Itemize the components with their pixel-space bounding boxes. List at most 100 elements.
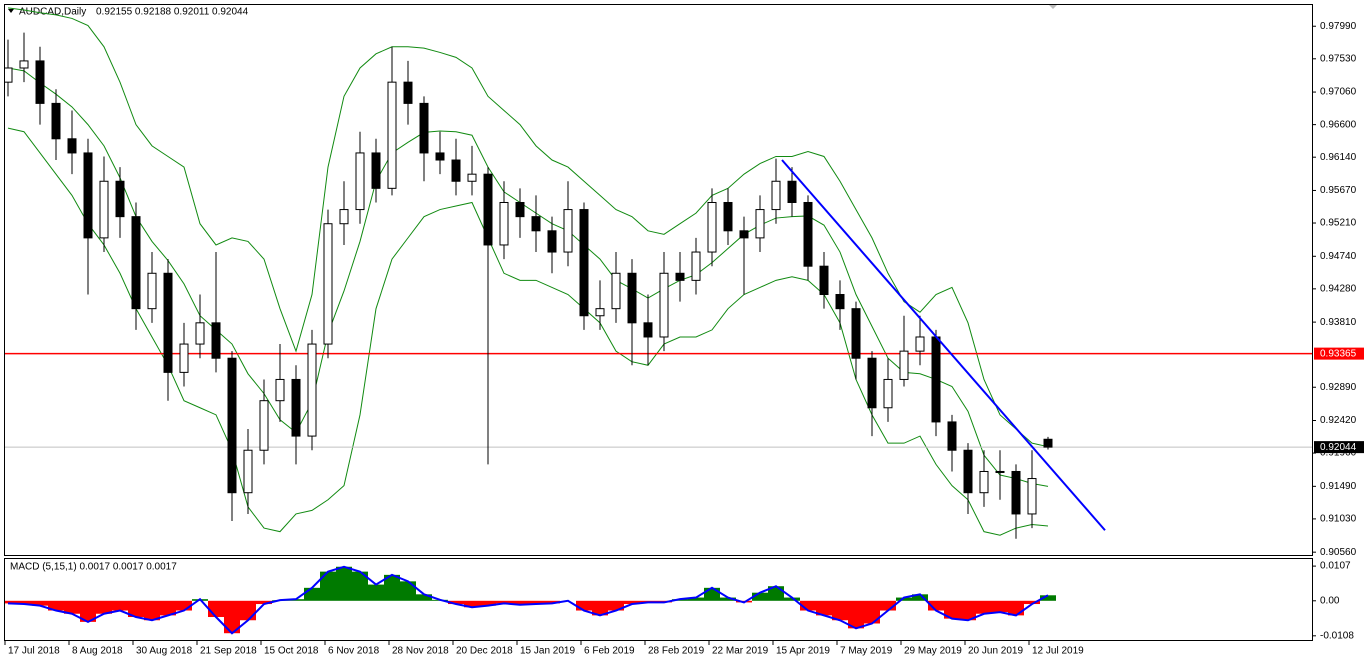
candle-body xyxy=(915,336,925,352)
y-tick-label: 0.97530 xyxy=(1320,53,1357,64)
candle-body xyxy=(867,357,877,409)
macd-bar xyxy=(944,600,960,619)
macd-bar xyxy=(336,566,352,601)
candle-body xyxy=(51,102,61,140)
candle-body xyxy=(707,201,717,253)
macd-bar xyxy=(1008,600,1024,616)
candle-body xyxy=(803,201,813,267)
macd-bar xyxy=(1024,600,1040,605)
candle-body xyxy=(499,201,509,246)
macd-bar xyxy=(48,600,64,611)
y-tick-label: 0.92420 xyxy=(1320,415,1357,426)
candle-body xyxy=(115,180,125,218)
level-label-box xyxy=(1314,347,1364,360)
macd-bar xyxy=(112,600,128,611)
macd-bar xyxy=(80,600,96,622)
candle-body xyxy=(723,201,733,232)
candle-body xyxy=(19,60,29,69)
x-tick-label: 21 Sep 2018 xyxy=(200,646,257,657)
candle-body xyxy=(579,209,589,317)
candle-body xyxy=(67,138,77,154)
y-tick-label: 0.90560 xyxy=(1320,547,1357,558)
candle-body xyxy=(483,173,493,246)
macd-bar xyxy=(544,600,560,604)
candle-body xyxy=(755,209,765,239)
macd-bar xyxy=(400,581,416,601)
candle-body xyxy=(355,152,365,211)
candle-body xyxy=(451,159,461,182)
macd-bar xyxy=(352,571,368,601)
macd-bar xyxy=(208,600,224,618)
y-tick-label: 0.92890 xyxy=(1320,382,1357,393)
y-tick-label: 0.91490 xyxy=(1320,481,1357,492)
macd-bar xyxy=(5,600,16,604)
candle-body xyxy=(403,81,413,104)
candle-body xyxy=(979,470,989,494)
candle-body xyxy=(323,223,333,345)
macd-bar xyxy=(784,597,800,601)
y-tick-label: 0.91030 xyxy=(1320,514,1357,525)
candle-body xyxy=(531,216,541,232)
macd-bar xyxy=(320,571,336,601)
candle-body xyxy=(163,272,173,373)
macd-bar xyxy=(256,600,272,605)
candle-body xyxy=(611,272,621,310)
macd-line xyxy=(7,565,1049,635)
macd-bar xyxy=(832,600,848,621)
macd-bar xyxy=(880,600,896,611)
macd-bar xyxy=(368,584,384,601)
macd-bar xyxy=(464,600,480,608)
macd-bar xyxy=(960,600,976,621)
candle-body xyxy=(675,272,685,281)
y-tick-label: 0.96140 xyxy=(1320,152,1357,163)
macd-bar xyxy=(480,600,496,606)
candle-body xyxy=(195,322,205,345)
y-tick-label: 0.94740 xyxy=(1320,251,1357,262)
x-tick-label: 6 Feb 2019 xyxy=(584,646,635,657)
candle-body xyxy=(259,400,269,451)
shift-marker xyxy=(1049,5,1057,9)
axes: 0.97990 0.97530 0.97060 0.96600 0.96140 0.956… xyxy=(4,21,1364,657)
macd-bar xyxy=(848,600,864,629)
macd-bar xyxy=(704,587,720,601)
macd-bar xyxy=(608,600,624,611)
trendline xyxy=(781,159,1106,531)
candle-body xyxy=(995,470,1005,473)
candle-body xyxy=(883,378,893,409)
last-price-label: 0.92044 xyxy=(1320,442,1357,453)
candle-body xyxy=(835,294,845,310)
candle-body xyxy=(227,357,237,494)
candle-body xyxy=(387,81,397,189)
macd-bar xyxy=(96,600,112,614)
candle-body xyxy=(467,173,477,182)
candle-body xyxy=(515,201,525,218)
y-tick-label: 0.93810 xyxy=(1320,317,1357,328)
x-tick-label: 30 Aug 2018 xyxy=(136,646,193,657)
candle-body xyxy=(147,272,157,310)
candle-body xyxy=(1027,478,1037,515)
candle-body xyxy=(275,378,285,402)
y-tick-label: 0.97060 xyxy=(1320,87,1357,98)
macd-area xyxy=(5,565,1056,635)
band-upper xyxy=(7,7,1049,448)
macd-bar xyxy=(864,600,880,624)
y2-tick-label: 0.00 xyxy=(1320,595,1340,606)
candle-body xyxy=(931,336,941,423)
y2-tick-label: 0.0107 xyxy=(1320,561,1351,572)
candle-body xyxy=(99,180,109,239)
x-tick-label: 8 Aug 2018 xyxy=(72,646,123,657)
x-tick-label: 15 Oct 2018 xyxy=(264,646,319,657)
menu-arrow[interactable] xyxy=(8,9,14,13)
macd-bar xyxy=(928,600,944,611)
y2-tick-label: -0.0108 xyxy=(1320,630,1354,641)
macd-bar xyxy=(592,600,608,616)
x-tick-label: 20 Dec 2018 xyxy=(456,646,513,657)
macd-bar xyxy=(688,597,704,601)
candle-body xyxy=(947,421,957,451)
y-tick-label: 0.94280 xyxy=(1320,283,1357,294)
candle-body xyxy=(787,180,797,203)
candle-body xyxy=(659,272,669,338)
candle-body xyxy=(899,350,909,380)
macd-bar xyxy=(800,600,816,611)
candle-body xyxy=(771,180,781,211)
